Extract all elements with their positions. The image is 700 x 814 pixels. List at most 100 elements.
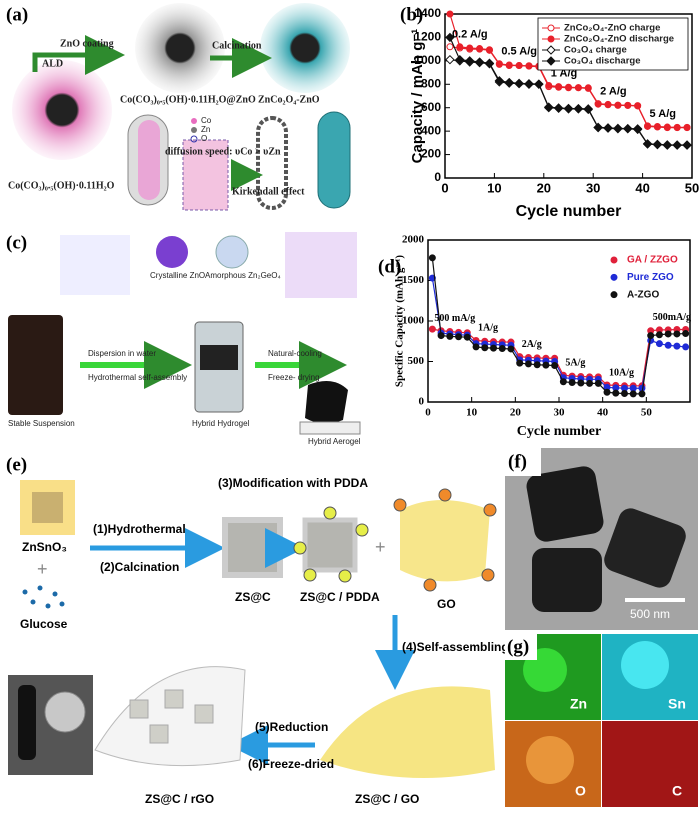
rgo [94,666,246,767]
marker [446,10,454,18]
marker [428,254,436,262]
annotation: 10A/g [609,367,634,378]
marker [524,78,534,89]
annotation: 5 A/g [650,108,677,120]
text: ZS@C / GO [355,792,419,806]
marker [629,390,637,398]
marker [515,62,523,70]
text: Calcination [212,40,262,51]
marker [474,57,485,67]
zgo [215,235,249,269]
text: diffusion speed: υCo > υZn [165,146,281,157]
marker [485,46,493,54]
minus-charges [393,488,497,592]
map-label: Zn [570,696,587,712]
legend-text: Zn [201,125,210,134]
y-tick-label: 200 [421,147,441,161]
scale-text: 500 nm [630,607,670,621]
legend-box [537,17,689,71]
legend-text: A-ZGO [627,289,659,300]
y-tick-label: 1200 [414,30,441,44]
cube [222,517,283,578]
text: Dispersion in water [88,349,156,358]
text: Kirkendall effect [232,186,305,197]
marker [472,343,480,351]
x-tick-label: 30 [586,180,600,195]
marker [682,140,692,150]
marker [583,104,593,114]
marker [673,342,681,350]
marker [428,274,436,282]
legend-text: GA / ZZGO [627,255,678,266]
annotation: 2 A/g [600,86,627,98]
rod-core [138,120,160,200]
y-tick-label: 500 [408,355,425,367]
marker [683,123,691,131]
product-urchin [260,3,350,93]
panel-label: (c) [6,232,27,253]
marker [673,330,681,338]
marker [586,379,594,387]
marker [446,332,454,340]
marker [629,384,637,392]
marker [632,124,643,134]
map-label: O [575,783,586,799]
dot [191,127,197,133]
legend-text: O [201,134,207,143]
annotation: 2A/g [522,339,542,350]
marker [505,61,513,69]
text: (4)Self-assembling [402,640,509,654]
marker [673,123,681,131]
cube [302,517,358,573]
plot-frame [444,13,693,179]
text: ALD [42,58,63,69]
marker [603,388,611,396]
product-tube [317,111,351,209]
x-tick-label: 0 [441,180,448,195]
marker [428,325,436,333]
marker [504,77,514,88]
marker [672,140,682,150]
map-label: Sn [668,696,686,712]
annotation: 0.5 A/g [501,46,537,58]
text: (6)Freeze-dried [248,757,334,771]
marker [664,341,672,349]
vial [8,315,63,415]
text: Hybrid Hydrogel [192,419,250,428]
marker [490,344,497,352]
text: Hydrothermal self-assembly [88,373,187,382]
y-tick-label: 1500 [402,274,425,286]
x-tick-label: 30 [554,407,566,419]
panel-e: (e) ZnSnO₃ + Glucose (1)Hydrothermal (2)… [6,454,509,806]
text: (1)Hydrothermal [93,522,186,536]
marker [624,101,632,109]
marker [553,103,564,113]
marker [603,123,613,133]
legend-marker [547,35,555,43]
panel-label: (e) [6,454,27,475]
aerogel [18,685,36,760]
blob [621,641,669,689]
marker [455,54,465,65]
marker [642,139,653,149]
annotation: 1A/g [478,323,498,334]
legend-marker [547,24,555,32]
panel-label: (b) [400,4,423,25]
x-tick-label: 20 [537,180,551,195]
text: Co(CO₃)₀.₅(OH)·0.11H₂O [8,180,115,191]
panel-label: (f) [508,451,527,472]
marker [577,379,585,387]
marker [653,122,661,130]
legend-text: Co [201,116,212,125]
legend-text: ZnCo₂O₄-ZnO discharge [564,34,674,45]
x-axis-label: Cycle number [517,424,601,439]
coin [44,691,86,733]
marker [545,81,553,89]
x-tick-label: 50 [641,407,653,419]
legend-marker [610,291,618,299]
text: Crystalline ZnO [150,271,205,280]
panel-a: (a) ZnO coating ALD Calcination Co(CO₃)₀… [6,3,351,211]
marker [574,84,582,92]
diffusion-box [182,139,229,211]
marker [559,378,567,386]
